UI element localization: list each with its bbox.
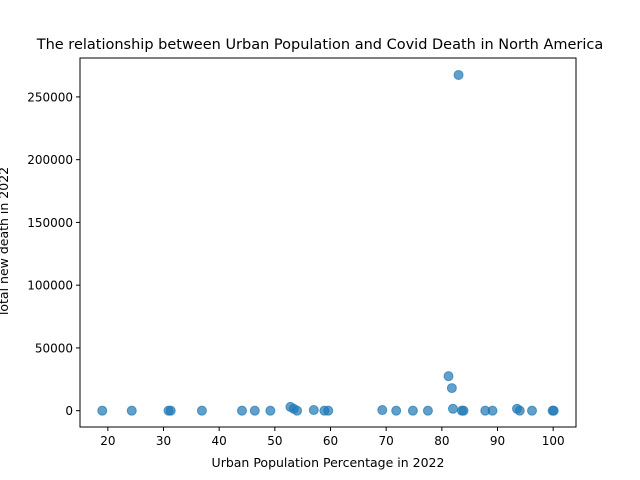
x-tick-label: 30 (156, 434, 171, 448)
data-point (453, 69, 464, 80)
y-axis: 0 50000 100000 150000 200000 250000 (27, 90, 80, 418)
data-point (487, 405, 498, 416)
data-point (196, 405, 207, 416)
data-point (126, 405, 137, 416)
data-point (308, 405, 319, 416)
data-point (236, 405, 247, 416)
data-point (548, 405, 559, 416)
data-point (377, 405, 388, 416)
x-tick-label: 100 (542, 434, 565, 448)
data-point (407, 405, 418, 416)
x-tick-label: 40 (212, 434, 227, 448)
x-axis: 20 30 40 50 60 70 80 90 100 (100, 427, 565, 448)
chart-title: The relationship between Urban Populatio… (36, 37, 604, 53)
data-point (265, 405, 276, 416)
y-tick-label: 50000 (35, 341, 73, 355)
y-axis-label: Total new death in 2022 (0, 167, 11, 318)
data-point (447, 403, 458, 414)
plot-frame (79, 57, 577, 428)
data-point (527, 405, 538, 416)
data-point (97, 405, 108, 416)
x-tick-label: 70 (379, 434, 394, 448)
data-points (97, 69, 559, 416)
y-tick-label: 150000 (27, 216, 73, 230)
data-point (514, 405, 525, 416)
data-point (446, 383, 457, 394)
x-tick-label: 60 (323, 434, 338, 448)
x-tick-label: 90 (490, 434, 505, 448)
x-tick-label: 80 (434, 434, 449, 448)
y-tick-label: 100000 (27, 279, 73, 293)
data-point (249, 405, 260, 416)
x-tick-label: 50 (267, 434, 282, 448)
data-point (292, 405, 303, 416)
data-point (443, 371, 454, 382)
data-point (458, 405, 469, 416)
data-point (165, 405, 176, 416)
x-axis-label: Urban Population Percentage in 2022 (212, 455, 445, 470)
data-point (391, 405, 402, 416)
y-tick-label: 200000 (27, 153, 73, 167)
data-point (422, 405, 433, 416)
x-tick-label: 20 (100, 434, 115, 448)
data-point (323, 405, 334, 416)
y-tick-label: 250000 (27, 90, 73, 104)
y-tick-label: 0 (65, 404, 73, 418)
